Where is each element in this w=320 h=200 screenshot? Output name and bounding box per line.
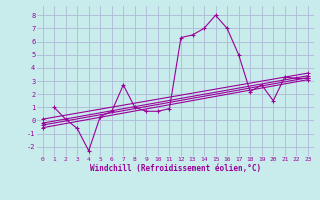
X-axis label: Windchill (Refroidissement éolien,°C): Windchill (Refroidissement éolien,°C) (90, 164, 261, 173)
